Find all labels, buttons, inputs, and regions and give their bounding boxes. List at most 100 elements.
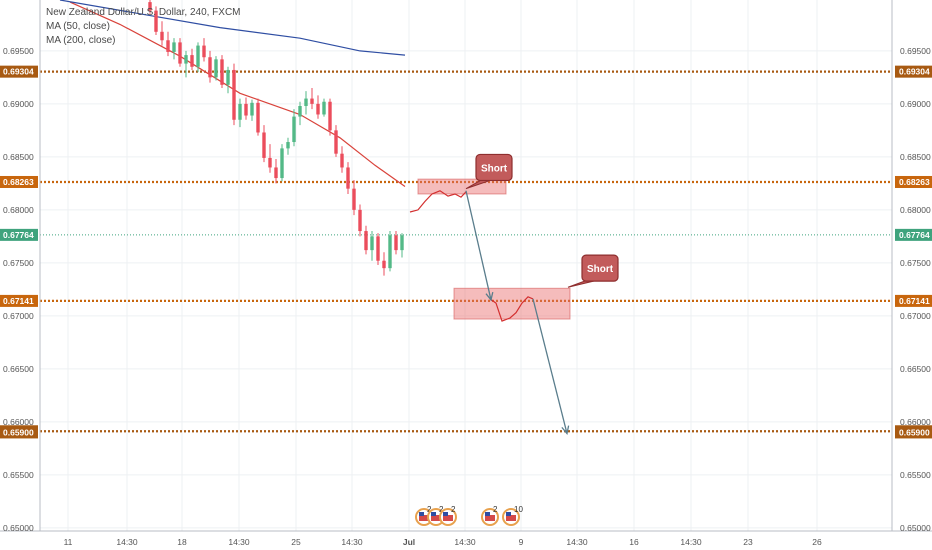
y-tick-left-6: 0.68000 [3, 205, 34, 215]
candle-body-30 [328, 101, 332, 131]
badge-left-label-5: 0.65900 [3, 427, 34, 437]
candle-body-9 [202, 45, 206, 58]
badge-left-bg-2 [0, 228, 38, 241]
x-tick-6: Jul [403, 537, 415, 547]
candle-body-25 [298, 105, 302, 117]
candle-body-17 [250, 102, 254, 116]
candle-body-8 [196, 45, 200, 67]
event-flag-stripe-2 [443, 515, 453, 521]
candle-body-11 [214, 59, 218, 78]
badge-left-bg-1 [0, 175, 38, 188]
y-tick-left-3: 0.66500 [3, 364, 34, 374]
y-tick-right-4: 0.67000 [900, 311, 931, 321]
candle-body-22 [280, 148, 284, 179]
short-callouts: Short Short [465, 153, 619, 288]
candle-body-41 [394, 235, 398, 251]
callout-box-1 [581, 254, 619, 282]
y-tick-right-5: 0.67500 [900, 258, 931, 268]
event-flag-stripe-0 [419, 515, 429, 521]
grid-lines [40, 0, 892, 531]
event-count-3: 2 [493, 505, 498, 514]
y-tick-right-2: 0.66000 [900, 417, 931, 427]
economic-events[interactable]: 2 2 2 2 10 [415, 505, 523, 526]
legend-ma200[interactable]: MA (200, close) [46, 35, 116, 46]
x-tick-5: 14:30 [341, 537, 363, 547]
event-count-1: 2 [439, 505, 444, 514]
badge-left-bg-5 [0, 426, 38, 439]
chart-title: New Zealand Dollar/U.S. Dollar, 240, FXC… [46, 7, 241, 18]
x-tick-10: 16 [629, 537, 639, 547]
badge-right-label-3: 0.67141 [899, 296, 930, 306]
chart-legend: New Zealand Dollar/U.S. Dollar, 240, FXC… [46, 6, 241, 48]
candle-body-21 [274, 167, 278, 179]
y-tick-right-3: 0.66500 [900, 364, 931, 374]
candle-body-10 [208, 57, 212, 78]
arrow-line-0 [465, 190, 492, 301]
candle-body-16 [244, 103, 248, 116]
y-tick-left-7: 0.68500 [3, 152, 34, 162]
candle-body-13 [226, 69, 230, 85]
badge-left-label-2: 0.67764 [3, 230, 34, 240]
candle-body-20 [268, 157, 272, 168]
x-tick-3: 14:30 [228, 537, 250, 547]
callout-box-0 [475, 153, 513, 182]
ma200-line [59, 0, 406, 56]
candlesticks [148, 0, 404, 276]
candle-body-14 [232, 69, 236, 120]
candle-body-28 [316, 103, 320, 115]
candle-body-6 [184, 55, 188, 64]
candle-body-7 [190, 55, 194, 67]
event-count-4: 10 [514, 505, 523, 514]
y-tick-right-8: 0.69000 [900, 99, 931, 109]
event-count-2: 2 [451, 505, 456, 514]
y-tick-right-1: 0.65500 [900, 470, 931, 480]
x-tick-0: 11 [64, 537, 73, 547]
forecast-paths [409, 190, 534, 322]
x-tick-8: 9 [519, 537, 524, 547]
candle-body-19 [262, 132, 266, 158]
axes [0, 0, 932, 532]
x-tick-12: 23 [743, 537, 753, 547]
arrow-head-1 [561, 425, 570, 435]
horizontal-levels [40, 70, 892, 433]
forecast-path-1 [409, 190, 467, 213]
candle-body-23 [286, 142, 290, 149]
candle-body-33 [346, 167, 350, 189]
y-tick-right-9: 0.69500 [900, 46, 931, 56]
event-flag-canton-4 [506, 512, 511, 516]
ma50-line [69, 1, 406, 187]
candle-body-0 [148, 2, 152, 11]
badge-left-label-0: 0.69304 [3, 67, 34, 77]
candle-body-15 [238, 103, 242, 120]
badge-right-bg-2 [895, 228, 932, 241]
x-tick-4: 25 [291, 537, 301, 547]
y-tick-left-9: 0.69500 [3, 46, 34, 56]
x-tick-13: 26 [812, 537, 822, 547]
badge-left-bg-0 [0, 65, 38, 78]
badge-left-bg-3 [0, 294, 38, 307]
badge-right-bg-5 [895, 426, 932, 439]
x-tick-7: 14:30 [454, 537, 476, 547]
x-axis-ticks: 11 14:30 18 14:30 25 14:30 Jul 14:30 9 14:30 16 14:… [64, 537, 822, 547]
event-count-0: 2 [427, 505, 432, 514]
candle-body-39 [382, 260, 386, 269]
event-flag-stripe-1 [431, 515, 441, 521]
event-flag-canton-3 [485, 512, 490, 516]
zone-0 [417, 178, 507, 195]
badge-right-label-1: 0.68263 [899, 177, 930, 187]
badge-right-label-5: 0.65900 [899, 427, 930, 437]
badge-right-bg-1 [895, 175, 932, 188]
candle-body-34 [352, 188, 356, 210]
x-tick-1: 14:30 [116, 537, 138, 547]
y-tick-left-0: 0.65000 [3, 523, 34, 533]
callout-label-0: Short [481, 163, 508, 174]
arrow-line-1 [532, 298, 568, 434]
legend-ma50[interactable]: MA (50, close) [46, 21, 110, 32]
candle-body-36 [364, 231, 368, 251]
candle-body-37 [370, 236, 374, 251]
event-flag-canton-0 [419, 512, 424, 516]
y-tick-right-6: 0.68000 [900, 205, 931, 215]
candle-body-31 [334, 130, 338, 154]
